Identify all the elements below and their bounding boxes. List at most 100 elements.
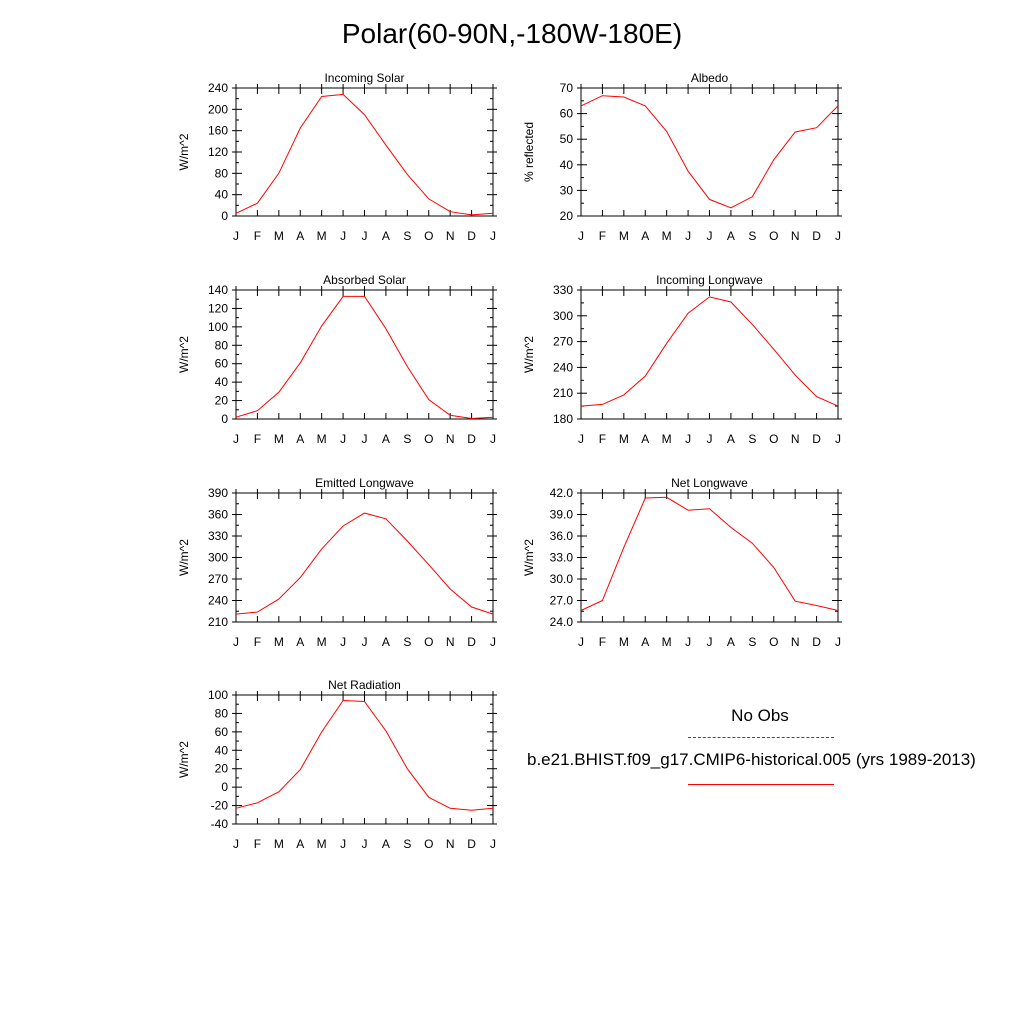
x-tick-label: A bbox=[727, 229, 735, 243]
x-tick-label: J bbox=[835, 635, 841, 649]
y-tick-label: 39.0 bbox=[550, 508, 574, 522]
x-tick-label: M bbox=[662, 635, 672, 649]
x-tick-label: F bbox=[599, 432, 606, 446]
y-tick-label: -40 bbox=[211, 817, 229, 831]
x-tick-label: M bbox=[274, 432, 284, 446]
y-tick-label: 0 bbox=[221, 780, 228, 794]
series-line bbox=[580, 296, 839, 407]
x-tick-label: J bbox=[362, 432, 368, 446]
x-tick-label: M bbox=[317, 837, 327, 851]
x-tick-label: N bbox=[446, 635, 455, 649]
x-tick-label: J bbox=[362, 635, 368, 649]
x-tick-label: D bbox=[467, 432, 476, 446]
x-tick-label: M bbox=[619, 635, 629, 649]
y-axis-label: W/m^2 bbox=[522, 336, 536, 373]
x-tick-label: F bbox=[254, 837, 261, 851]
x-tick-label: J bbox=[340, 635, 346, 649]
x-tick-label: O bbox=[769, 635, 778, 649]
y-axis-label: W/m^2 bbox=[177, 336, 191, 373]
x-tick-label: J bbox=[578, 635, 584, 649]
x-tick-label: S bbox=[748, 635, 756, 649]
y-tick-label: 120 bbox=[208, 301, 228, 315]
panel-title: Incoming Solar bbox=[324, 71, 404, 85]
panel-title: Absorbed Solar bbox=[323, 273, 406, 287]
x-tick-label: M bbox=[619, 229, 629, 243]
y-tick-label: 20 bbox=[215, 762, 229, 776]
y-tick-label: 27.0 bbox=[550, 594, 574, 608]
y-tick-label: 100 bbox=[208, 688, 228, 702]
x-tick-label: A bbox=[382, 432, 390, 446]
y-tick-label: 40 bbox=[215, 375, 229, 389]
y-tick-label: 120 bbox=[208, 145, 228, 159]
panel-title: Emitted Longwave bbox=[315, 476, 414, 490]
x-tick-label: M bbox=[274, 635, 284, 649]
y-tick-label: 30 bbox=[560, 183, 574, 197]
y-tick-label: 100 bbox=[208, 320, 228, 334]
plot-frame bbox=[235, 694, 494, 825]
y-tick-label: 240 bbox=[208, 594, 228, 608]
x-tick-label: A bbox=[382, 635, 390, 649]
series-line bbox=[235, 295, 494, 420]
y-tick-label: -20 bbox=[211, 799, 229, 813]
x-tick-label: N bbox=[446, 229, 455, 243]
panel-title: Net Radiation bbox=[328, 678, 401, 692]
y-tick-label: 80 bbox=[215, 706, 229, 720]
y-axis-label: W/m^2 bbox=[177, 741, 191, 778]
y-tick-label: 0 bbox=[221, 412, 228, 426]
series-line bbox=[580, 95, 839, 209]
y-tick-label: 180 bbox=[553, 412, 573, 426]
y-axis-label: % reflected bbox=[522, 122, 536, 182]
x-tick-label: A bbox=[641, 432, 649, 446]
x-tick-label: J bbox=[233, 432, 239, 446]
plot-frame bbox=[235, 492, 494, 623]
y-tick-label: 80 bbox=[215, 166, 229, 180]
x-tick-label: A bbox=[641, 635, 649, 649]
y-tick-label: 30.0 bbox=[550, 572, 574, 586]
page-title: Polar(60-90N,-180W-180E) bbox=[341, 18, 683, 49]
y-tick-label: 200 bbox=[208, 102, 228, 116]
x-tick-label: D bbox=[467, 635, 476, 649]
legend-obs-line bbox=[688, 737, 834, 738]
x-tick-label: O bbox=[424, 432, 433, 446]
x-tick-label: J bbox=[490, 432, 496, 446]
x-tick-label: J bbox=[685, 432, 691, 446]
x-tick-label: S bbox=[403, 837, 411, 851]
y-tick-label: 270 bbox=[208, 572, 228, 586]
x-tick-label: D bbox=[812, 229, 821, 243]
y-tick-label: 330 bbox=[208, 529, 228, 543]
x-tick-label: M bbox=[662, 229, 672, 243]
y-tick-label: 60 bbox=[560, 107, 574, 121]
x-tick-label: J bbox=[362, 837, 368, 851]
y-tick-label: 140 bbox=[208, 283, 228, 297]
legend-obs-label: No Obs bbox=[731, 706, 789, 725]
x-tick-label: N bbox=[446, 837, 455, 851]
x-tick-label: D bbox=[467, 837, 476, 851]
panel-title: Incoming Longwave bbox=[656, 273, 763, 287]
y-tick-label: 210 bbox=[553, 386, 573, 400]
y-tick-label: 33.0 bbox=[550, 551, 574, 565]
x-tick-label: O bbox=[769, 229, 778, 243]
x-tick-label: A bbox=[727, 635, 735, 649]
x-tick-label: F bbox=[254, 229, 261, 243]
x-tick-label: J bbox=[490, 837, 496, 851]
x-tick-label: M bbox=[317, 229, 327, 243]
x-tick-label: N bbox=[446, 432, 455, 446]
y-tick-label: 80 bbox=[215, 338, 229, 352]
y-tick-label: 42.0 bbox=[550, 486, 574, 500]
plot-frame bbox=[580, 289, 839, 420]
x-tick-label: M bbox=[274, 837, 284, 851]
series-line bbox=[580, 496, 839, 611]
y-tick-label: 40 bbox=[560, 158, 574, 172]
x-tick-label: N bbox=[791, 229, 800, 243]
x-tick-label: M bbox=[317, 432, 327, 446]
x-tick-label: A bbox=[641, 229, 649, 243]
x-tick-label: J bbox=[835, 432, 841, 446]
y-tick-label: 330 bbox=[553, 283, 573, 297]
y-tick-label: 20 bbox=[215, 394, 229, 408]
x-tick-label: F bbox=[254, 432, 261, 446]
y-tick-label: 0 bbox=[221, 209, 228, 223]
x-tick-label: J bbox=[578, 229, 584, 243]
x-tick-label: O bbox=[424, 837, 433, 851]
x-tick-label: J bbox=[707, 635, 713, 649]
